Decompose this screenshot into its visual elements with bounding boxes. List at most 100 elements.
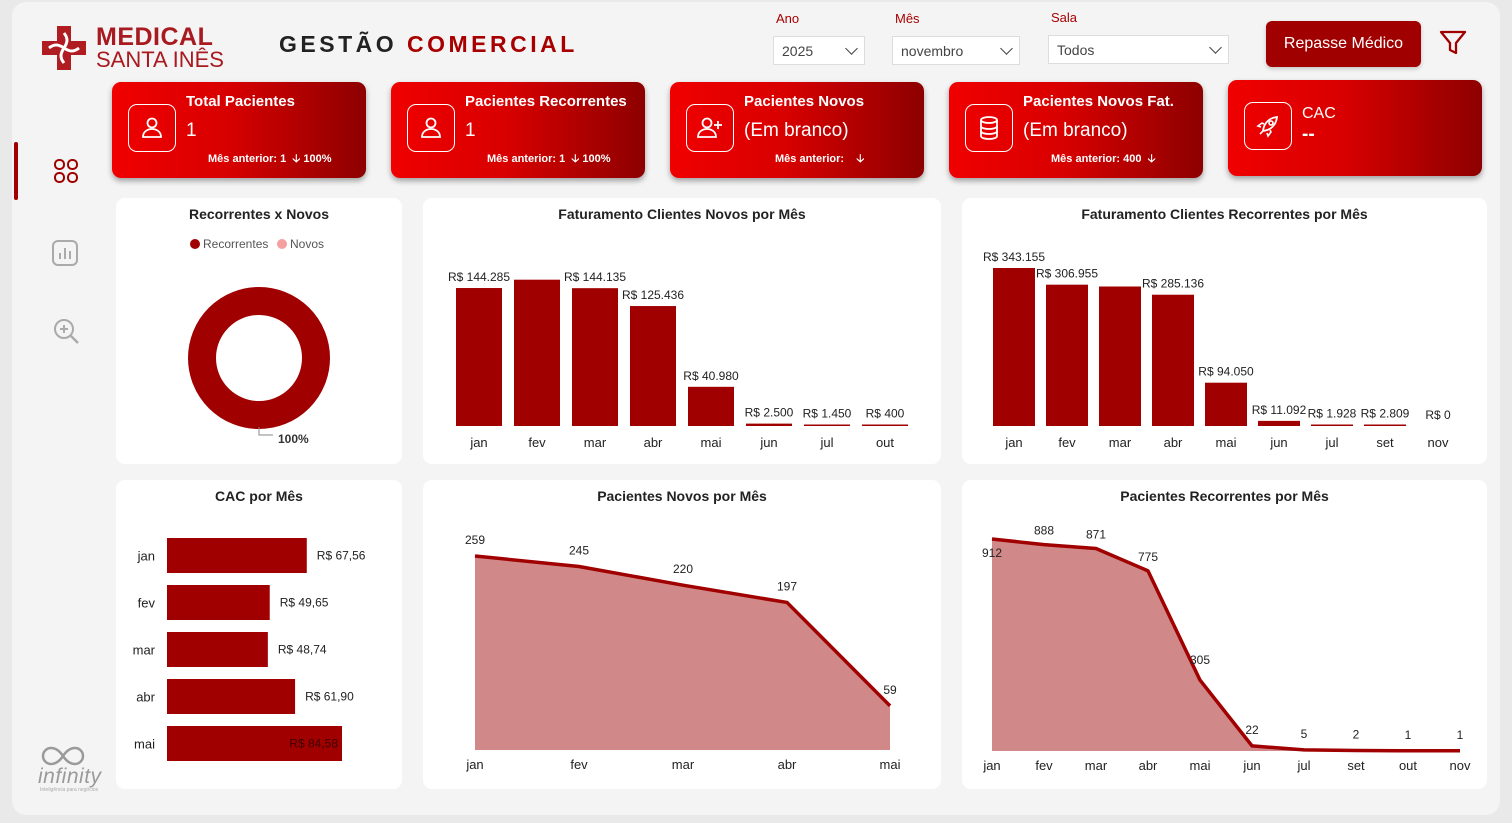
bar	[572, 288, 618, 426]
x-tick-label: out	[876, 435, 894, 450]
chart-title: Faturamento Clientes Novos por Mês	[558, 206, 806, 222]
x-tick-label: jul	[819, 435, 833, 450]
data-label-leader	[258, 427, 273, 436]
panel-faturamento-novos: Faturamento Clientes Novos por Mês R$ 14…	[423, 198, 941, 464]
kpi-previous-label: Mês anterior: 1	[208, 153, 287, 165]
bar-chart-faturamento-recorrentes: R$ 343.155 jan R$ 306.955 fev mar R$ 285.136 a…	[983, 250, 1451, 450]
bar	[630, 306, 676, 426]
panel-pacientes-recorrentes: Pacientes Recorrentes por Mês 912 jan 888 f…	[962, 480, 1487, 789]
infinity-logo-sub: Inteligência para negócios	[40, 787, 99, 793]
data-label: R$ 0	[1425, 408, 1451, 422]
hbar-chart-cac: jan R$ 67,56 fev R$ 49,65 mar R$ 48,74 abr R$ 6…	[133, 538, 366, 761]
x-tick-label: set	[1347, 758, 1365, 773]
filter-mes-dropdown[interactable]: novembro	[892, 36, 1020, 65]
x-tick-label: jan	[1004, 435, 1022, 450]
bar-chart-faturamento-novos: R$ 144.285 jan fev R$ 144.135 mar R$ 125.436 a…	[448, 270, 908, 450]
data-label: 259	[465, 533, 485, 547]
kpi-value: 1	[186, 120, 197, 141]
page-title-part2: COMERCIAL	[407, 31, 578, 57]
data-label: R$ 125.436	[622, 288, 684, 302]
data-label: 245	[569, 543, 589, 557]
kpi-previous: Mês anterior: 400 🡣	[1051, 150, 1156, 169]
bar	[746, 423, 792, 426]
x-tick-label: mai	[1216, 435, 1237, 450]
series-line	[991, 537, 1460, 753]
kpi-change: 100%	[582, 153, 611, 165]
repasse-medico-button[interactable]: Repasse Médico	[1266, 21, 1421, 67]
y-tick-label: jan	[137, 549, 155, 564]
series-line	[474, 554, 892, 708]
x-tick-label: jul	[1296, 758, 1310, 773]
kpi-previous: Mês anterior: 1 🡣 100%	[208, 150, 331, 169]
bar	[1152, 294, 1194, 426]
data-label: 197	[777, 579, 797, 593]
page-title: GESTÃO COMERCIAL	[279, 31, 578, 58]
x-tick-label: jan	[469, 435, 487, 450]
filter-sala-dropdown[interactable]: Todos	[1048, 35, 1229, 64]
x-tick-label: mar	[1085, 758, 1108, 773]
x-tick-label: mar	[584, 435, 607, 450]
kpi-title: Pacientes Recorrentes	[465, 93, 627, 110]
bar	[862, 424, 908, 426]
bar	[167, 679, 296, 714]
data-label: R$ 67,56	[317, 549, 366, 563]
y-tick-label: mar	[133, 643, 156, 658]
data-label: R$ 1.450	[803, 407, 852, 421]
donut-slice	[188, 287, 330, 429]
bar	[456, 288, 502, 426]
area-fill	[475, 556, 890, 750]
panel-cac-por-mes: CAC por Mês jan R$ 67,56 fev R$ 49,65 mar R$ …	[116, 480, 402, 789]
x-tick-label: fev	[1058, 435, 1076, 450]
kpi-previous: Mês anterior: 1 🡣 100%	[487, 150, 610, 169]
filter-ano-label: Ano	[776, 11, 800, 26]
kpi-previous: Mês anterior: 🡣	[775, 150, 864, 169]
legend-marker	[190, 239, 200, 249]
x-tick-label: nov	[1428, 435, 1449, 450]
x-tick-label: mai	[880, 757, 901, 772]
data-label: 100%	[278, 432, 309, 446]
filter-mes-label: Mês	[895, 11, 920, 26]
x-tick-label: out	[1399, 758, 1417, 773]
funnel-icon[interactable]	[1438, 29, 1468, 57]
bar	[993, 268, 1035, 426]
data-label: R$ 306.955	[1036, 267, 1098, 281]
data-label: R$ 400	[866, 407, 905, 421]
y-tick-label: abr	[136, 690, 155, 705]
kpi-title: Pacientes Novos	[744, 93, 865, 110]
data-label: R$ 48,74	[278, 643, 327, 657]
kpi-value: 1	[465, 120, 476, 141]
y-tick-label: mai	[134, 737, 155, 752]
bar	[1205, 382, 1247, 426]
data-label: 1	[1405, 728, 1412, 742]
filter-ano-value: 2025	[782, 42, 814, 59]
data-label: 912	[982, 546, 1002, 560]
arrow-down-icon: 🡣	[856, 153, 865, 165]
x-tick-label: mar	[1109, 435, 1132, 450]
chart-title: Recorrentes x Novos	[188, 206, 330, 222]
data-label: R$ 2.500	[745, 406, 794, 420]
data-label: R$ 1.928	[1308, 407, 1357, 421]
data-label: 2	[1353, 728, 1360, 742]
kpi-value: --	[1302, 124, 1315, 145]
kpi-title: Total Pacientes	[186, 93, 295, 110]
data-label: R$ 2.809	[1361, 407, 1410, 421]
bar	[1046, 284, 1088, 426]
chart-title: Faturamento Clientes Recorrentes por Mês	[1081, 206, 1368, 222]
grid-icon[interactable]	[52, 157, 80, 185]
x-tick-label: jan	[465, 757, 483, 772]
x-tick-label: fev	[1035, 758, 1053, 773]
filter-ano-dropdown[interactable]: 2025	[773, 36, 865, 65]
page-title-part1: GESTÃO	[279, 31, 398, 57]
bar-chart-icon[interactable]	[50, 238, 80, 268]
x-tick-label: set	[1376, 435, 1394, 450]
x-tick-label: nov	[1450, 758, 1471, 773]
brand-name-line2: SANTA INÊS	[96, 47, 224, 72]
kpi-card-pacientes-recorrentes: Pacientes Recorrentes 1 Mês anterior: 1 …	[391, 82, 645, 178]
data-label: 220	[673, 562, 693, 576]
zoom-in-icon[interactable]	[51, 316, 81, 346]
chevron-down-icon	[1000, 42, 1013, 55]
legend-label: Novos	[290, 237, 324, 251]
user-plus-icon	[686, 104, 734, 152]
panel-recorrentes-x-novos: Recorrentes x Novos Recorrentes Novos 100%	[116, 198, 402, 464]
area-fill	[992, 539, 1460, 751]
